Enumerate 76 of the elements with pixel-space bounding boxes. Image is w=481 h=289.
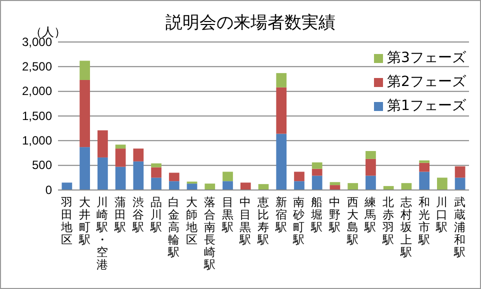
bar xyxy=(115,148,126,167)
x-tick-label: 渋谷駅 xyxy=(131,196,144,234)
bar xyxy=(454,166,466,178)
x-tick-label: 新宿駅 xyxy=(274,195,288,234)
y-tick-label: 500 xyxy=(32,158,52,172)
bar xyxy=(151,163,162,168)
bar xyxy=(312,162,322,169)
bar xyxy=(151,178,162,190)
bar xyxy=(312,176,322,190)
x-tick-label: 川口駅 xyxy=(435,196,448,234)
y-tick-label: 2,000 xyxy=(22,84,52,98)
bar xyxy=(133,161,144,190)
x-tick-label: 北赤羽駅 xyxy=(382,196,395,246)
y-tick-label: 1,000 xyxy=(22,134,52,148)
bar xyxy=(80,60,90,80)
bar xyxy=(276,87,287,134)
bar xyxy=(186,184,198,190)
bar xyxy=(366,151,376,159)
x-tick-label: 練馬駅 xyxy=(364,196,377,234)
x-tick-label: 川崎駅・空港 xyxy=(96,196,109,272)
bar xyxy=(168,181,180,190)
bar xyxy=(312,168,322,176)
x-tick-label: 西大島駅 xyxy=(346,196,359,246)
x-tick-label: 目黒駅 xyxy=(220,196,234,234)
x-tick-label: 品川駅 xyxy=(149,196,162,234)
bar xyxy=(97,130,108,158)
x-tick-label: 大師地区 xyxy=(185,196,198,246)
bar xyxy=(348,183,358,190)
bar xyxy=(419,172,430,190)
y-tick-label: 2,500 xyxy=(22,60,52,74)
legend-label: 第2フェーズ xyxy=(387,74,467,90)
bar xyxy=(366,176,376,190)
bar xyxy=(294,181,304,190)
bar xyxy=(97,157,108,190)
x-tick-label: 武蔵浦和駅 xyxy=(453,196,466,259)
bar xyxy=(222,172,233,182)
y-tick-label: 1,500 xyxy=(22,108,52,123)
bar xyxy=(133,148,144,162)
x-tick-label: 和光市駅 xyxy=(417,196,430,246)
bar xyxy=(454,178,466,190)
bar xyxy=(222,181,233,190)
bar xyxy=(276,134,287,190)
x-tick-label: 蒲田駅 xyxy=(114,196,127,234)
bar xyxy=(62,182,72,190)
legend-label: 第1フェーズ xyxy=(387,98,467,114)
bar xyxy=(276,73,287,88)
x-tick-label: 落合南長崎駅 xyxy=(202,196,216,272)
bar xyxy=(115,166,126,190)
bar xyxy=(115,144,126,149)
bar xyxy=(151,167,162,178)
x-tick-label: 南砂町駅 xyxy=(292,196,306,246)
x-tick-label: 船堀駅 xyxy=(310,196,324,234)
bar xyxy=(366,158,376,176)
bar xyxy=(168,172,180,182)
bar xyxy=(401,183,412,190)
x-tick-label: 白金高輪駅 xyxy=(167,196,180,259)
bar xyxy=(330,182,340,186)
legend-label: 第3フェーズ xyxy=(387,50,467,66)
chart-title: 説明会の来場者数実績 xyxy=(166,13,336,33)
bar xyxy=(240,182,251,190)
bar xyxy=(258,184,269,190)
x-tick-label: 羽田地区 xyxy=(60,196,73,246)
bar xyxy=(80,147,90,190)
x-tick-label: 大井町駅 xyxy=(78,196,91,246)
bar xyxy=(294,172,304,182)
x-tick-label: 中野駅 xyxy=(328,196,341,234)
y-tick-label: 0 xyxy=(45,182,52,197)
x-tick-label: 恵比寿駅 xyxy=(256,196,270,246)
bar xyxy=(419,162,430,172)
bar xyxy=(204,184,216,190)
bar xyxy=(80,80,90,148)
bar xyxy=(383,186,394,190)
bar xyxy=(437,178,448,190)
x-tick-label: 中目黒駅 xyxy=(238,196,252,246)
bar xyxy=(419,160,430,163)
x-tick-label: 志村坂上駅 xyxy=(399,196,412,259)
